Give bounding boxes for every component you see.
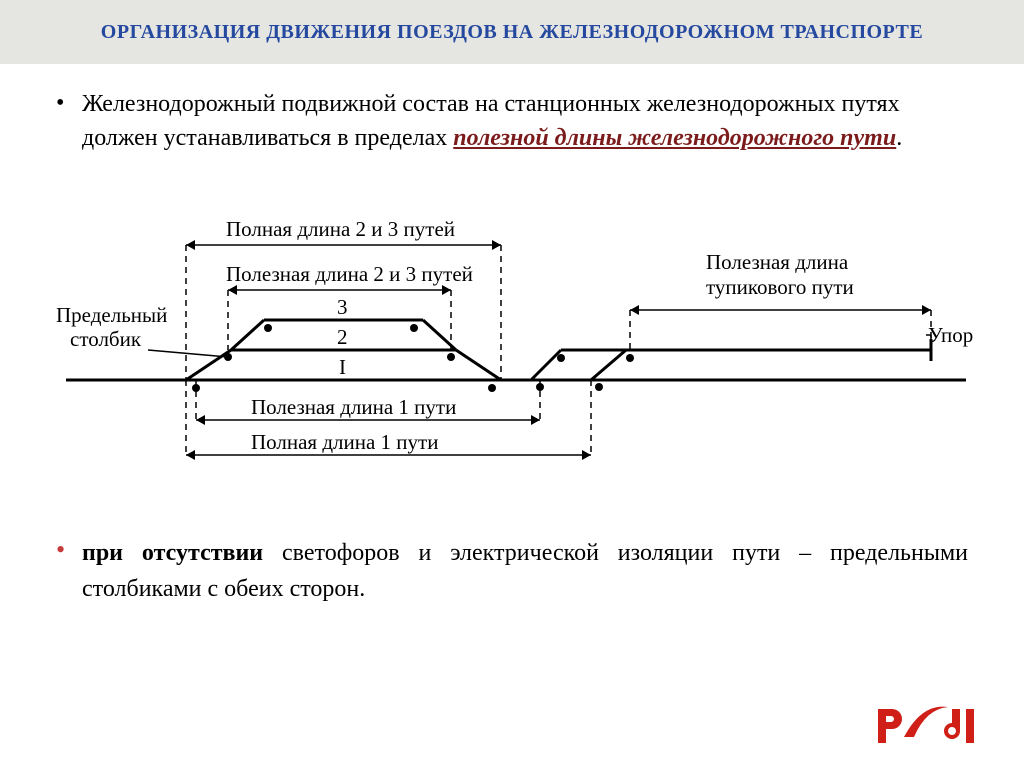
bottom-bullet-text: при отсутствии светофоров и электрическо… (82, 535, 968, 607)
main-bullet-text: Железнодорожный подвижной состав на стан… (82, 88, 968, 155)
label-useful-siding-2: тупикового пути (706, 275, 854, 300)
label-pred-stolbik-2: столбик (70, 327, 141, 352)
bullet-text-after: . (896, 125, 902, 151)
label-upor: Упор (928, 323, 973, 348)
label-useful-siding-1: Полезная длина (706, 250, 848, 275)
bottom-bullet-dot-icon: • (56, 535, 70, 607)
page-title: ОРГАНИЗАЦИЯ ДВИЖЕНИЯ ПОЕЗДОВ НА ЖЕЛЕЗНОД… (101, 21, 923, 44)
bottom-bold: при отсутствии (82, 540, 263, 566)
content-area: • Железнодорожный подвижной состав на ст… (0, 64, 1024, 505)
track-diagram: Полная длина 2 и 3 путей Полезная длина … (56, 195, 976, 505)
main-bullet: • Железнодорожный подвижной состав на ст… (56, 88, 968, 155)
label-useful-23: Полезная длина 2 и 3 путей (226, 262, 473, 287)
label-track-3: 3 (337, 295, 348, 320)
label-useful-1: Полезная длина 1 пути (251, 395, 456, 420)
label-full-23: Полная длина 2 и 3 путей (226, 217, 455, 242)
rzd-logo (874, 697, 984, 747)
bottom-paragraph: • при отсутствии светофоров и электричес… (0, 505, 1024, 607)
label-pred-stolbik-1: Предельный (56, 303, 167, 328)
bullet-emphasis: полезной длины железнодорожного пути (453, 125, 896, 151)
label-full-1: Полная длина 1 пути (251, 430, 438, 455)
label-track-2: 2 (337, 325, 348, 350)
header-band: ОРГАНИЗАЦИЯ ДВИЖЕНИЯ ПОЕЗДОВ НА ЖЕЛЕЗНОД… (0, 0, 1024, 64)
label-track-I: I (339, 355, 346, 380)
bullet-dot-icon: • (56, 88, 70, 155)
